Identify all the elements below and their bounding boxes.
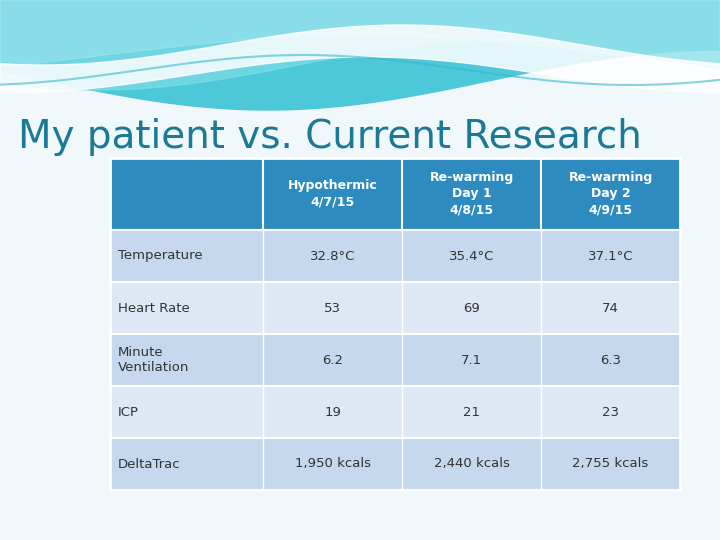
Text: 2,755 kcals: 2,755 kcals bbox=[572, 457, 649, 470]
Bar bbox=[264, 386, 402, 438]
Bar bbox=[110, 158, 680, 490]
Bar bbox=[264, 158, 402, 230]
Bar bbox=[402, 438, 541, 490]
Bar bbox=[541, 230, 680, 282]
Text: 32.8°C: 32.8°C bbox=[310, 249, 356, 262]
Bar bbox=[264, 282, 402, 334]
Text: 19: 19 bbox=[324, 406, 341, 419]
Text: Re-warming
Day 2
4/9/15: Re-warming Day 2 4/9/15 bbox=[568, 172, 652, 217]
Bar bbox=[541, 282, 680, 334]
Text: 6.2: 6.2 bbox=[323, 354, 343, 367]
Bar bbox=[541, 158, 680, 230]
Text: Temperature: Temperature bbox=[118, 249, 202, 262]
Bar bbox=[110, 158, 264, 230]
Text: 23: 23 bbox=[602, 406, 619, 419]
Bar bbox=[541, 386, 680, 438]
Bar bbox=[110, 334, 264, 386]
Text: 21: 21 bbox=[463, 406, 480, 419]
Text: 53: 53 bbox=[324, 301, 341, 314]
Bar bbox=[402, 230, 541, 282]
Bar bbox=[110, 282, 264, 334]
Text: 37.1°C: 37.1°C bbox=[588, 249, 634, 262]
Bar bbox=[264, 438, 402, 490]
Text: ICP: ICP bbox=[118, 406, 139, 419]
Text: 7.1: 7.1 bbox=[461, 354, 482, 367]
Text: Hypothermic
4/7/15: Hypothermic 4/7/15 bbox=[288, 179, 377, 208]
Text: Re-warming
Day 1
4/8/15: Re-warming Day 1 4/8/15 bbox=[430, 172, 514, 217]
Text: 1,950 kcals: 1,950 kcals bbox=[294, 457, 371, 470]
Bar bbox=[541, 438, 680, 490]
Bar bbox=[541, 334, 680, 386]
Text: Minute
Ventilation: Minute Ventilation bbox=[118, 346, 189, 374]
Text: 2,440 kcals: 2,440 kcals bbox=[433, 457, 510, 470]
Bar bbox=[110, 230, 264, 282]
Text: 35.4°C: 35.4°C bbox=[449, 249, 495, 262]
Bar bbox=[402, 282, 541, 334]
Text: My patient vs. Current Research: My patient vs. Current Research bbox=[18, 118, 642, 156]
Bar bbox=[402, 386, 541, 438]
Text: 6.3: 6.3 bbox=[600, 354, 621, 367]
Text: DeltaTrac: DeltaTrac bbox=[118, 457, 181, 470]
Bar bbox=[264, 334, 402, 386]
Bar bbox=[110, 386, 264, 438]
Bar bbox=[264, 230, 402, 282]
Bar bbox=[402, 158, 541, 230]
Bar bbox=[110, 438, 264, 490]
Bar bbox=[402, 334, 541, 386]
Text: 74: 74 bbox=[602, 301, 619, 314]
Text: Heart Rate: Heart Rate bbox=[118, 301, 190, 314]
Text: 69: 69 bbox=[463, 301, 480, 314]
